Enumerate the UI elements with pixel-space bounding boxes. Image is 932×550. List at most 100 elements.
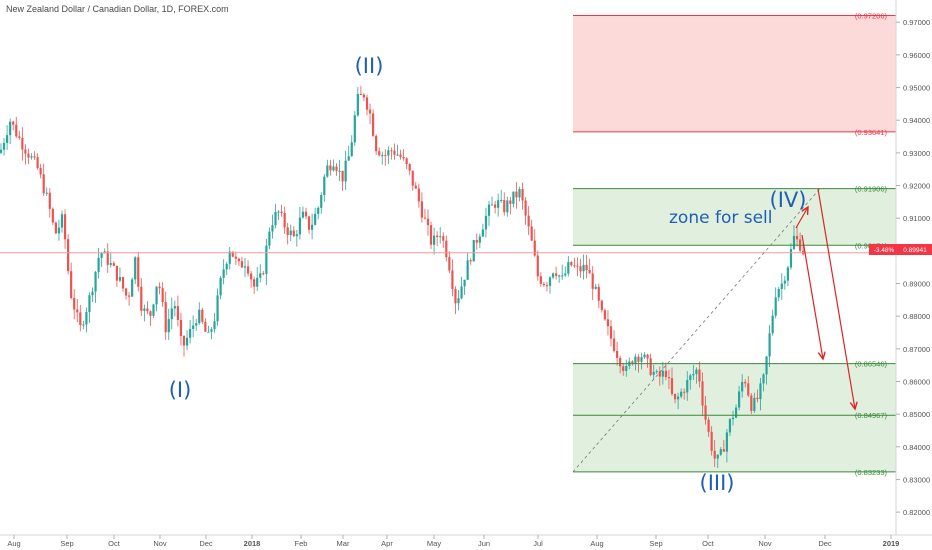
candle-body [286, 227, 289, 235]
wave-label-I: (I) [169, 378, 192, 402]
candle-body [570, 262, 573, 266]
candle-body [192, 325, 195, 329]
candle-body [783, 280, 786, 284]
candle-body [18, 136, 21, 138]
candle-body [417, 188, 420, 202]
candle-body [768, 333, 771, 357]
candle-body [365, 97, 369, 110]
candle-body [79, 312, 82, 326]
candle-body [762, 374, 765, 384]
candle-body [82, 324, 85, 326]
x-tick-label: Apr [381, 539, 393, 548]
candle-body [579, 266, 582, 272]
candle-body [597, 286, 600, 301]
candle-body [411, 170, 414, 186]
candle-body [100, 253, 103, 258]
candle-body [335, 166, 338, 171]
y-tick-label: 0.84000 [903, 443, 930, 452]
candle-body [457, 298, 460, 304]
x-tick-label: Feb [295, 539, 308, 548]
candle-body [673, 393, 677, 400]
candle-body [612, 338, 616, 351]
candle-body [731, 417, 735, 420]
candle-body [234, 256, 237, 259]
candle-body [243, 266, 247, 268]
candle-body [161, 288, 164, 303]
zone-2 [573, 363, 896, 472]
candle-body [716, 454, 719, 459]
candle-body [652, 371, 655, 375]
candle-body [0, 149, 3, 153]
level-label-6: (0.83233) [855, 468, 888, 477]
current-price-badge: -3.48% 0.89941 [869, 244, 932, 255]
candles-layer [0, 85, 805, 469]
candle-body [719, 449, 722, 455]
candle-body [710, 431, 713, 451]
candle-body [558, 275, 561, 277]
candle-body [170, 308, 173, 320]
x-tick-label: Dec [818, 539, 832, 548]
candle-body [548, 277, 552, 286]
candle-body [622, 366, 625, 371]
candle-body [616, 350, 619, 358]
candle-body [661, 370, 664, 377]
x-tick-label: Nov [758, 539, 772, 548]
candle-body [85, 312, 88, 325]
candle-body [771, 315, 774, 334]
candle-body [353, 115, 356, 143]
candle-body [707, 419, 710, 432]
candle-body [54, 222, 57, 234]
level-label-0: (0.97206) [855, 11, 888, 20]
x-tick-label: May [427, 539, 441, 548]
candle-body [176, 306, 179, 320]
candle-body [484, 215, 488, 230]
candle-body [94, 271, 97, 292]
y-tick-label: 0.86000 [903, 377, 930, 386]
candle-body [609, 326, 613, 339]
candle-body [115, 265, 118, 281]
candle-body [704, 405, 707, 420]
candle-body [207, 331, 210, 333]
candle-body [158, 286, 161, 289]
candle-body [631, 361, 634, 364]
x-tick-label: Oct [108, 539, 121, 548]
candle-body [274, 211, 277, 226]
candle-body [314, 213, 317, 225]
y-tick-label: 0.87000 [903, 345, 930, 354]
candle-body [262, 273, 265, 275]
candle-body [487, 204, 491, 216]
candle-body [39, 167, 42, 175]
y-tick-label: 0.96000 [903, 51, 930, 60]
candle-body [460, 286, 463, 299]
zone-for-sell-label: zone for sell [669, 208, 773, 228]
price-badge-text: 0.89941 [903, 247, 927, 254]
candle-body [655, 371, 658, 373]
candle-body [594, 286, 597, 289]
candle-body [231, 251, 234, 257]
x-tick-label: Jul [533, 539, 543, 548]
candle-body [167, 319, 170, 333]
candle-body [481, 229, 484, 237]
x-axis[interactable]: Aug Sep Oct Nov Dec 2018 Feb Mar Apr May Jun Jul Aug… [7, 535, 899, 548]
candle-body [60, 214, 64, 228]
candle-body [789, 249, 793, 268]
candle-body [472, 240, 475, 262]
candle-body [667, 377, 671, 379]
candle-body [777, 289, 780, 298]
candle-body [225, 263, 228, 270]
candle-body [128, 295, 131, 297]
candle-body [362, 94, 366, 98]
candle-body [277, 211, 280, 213]
candle-body [759, 383, 762, 400]
candle-body [420, 201, 423, 218]
change-badge-text: -3.48% [874, 247, 895, 254]
candle-body [625, 365, 628, 371]
candle-body [402, 157, 405, 159]
candle-body [237, 258, 240, 262]
candle-body [268, 231, 271, 246]
y-tick-label: 0.91000 [903, 214, 930, 223]
level-label-2: (0.91906) [855, 185, 888, 194]
candle-body [500, 199, 503, 201]
candle-body [637, 356, 640, 362]
